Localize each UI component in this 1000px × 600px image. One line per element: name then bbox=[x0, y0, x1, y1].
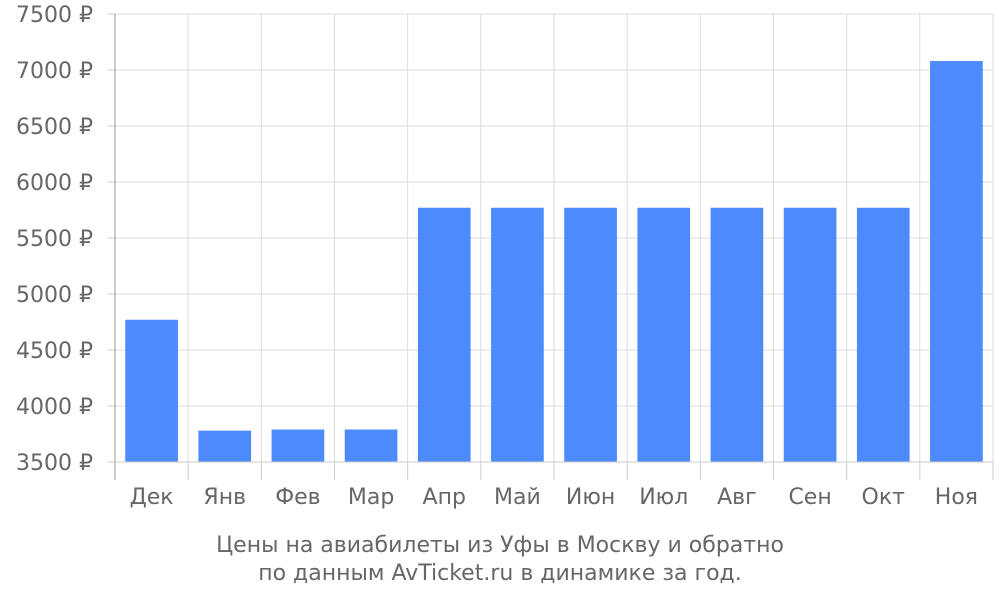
bar-4 bbox=[344, 429, 398, 462]
axes bbox=[108, 13, 994, 480]
x-tick-label: Июл bbox=[639, 485, 688, 510]
x-tick-label: Авг bbox=[717, 485, 757, 510]
y-tick-label: 4500 ₽ bbox=[16, 339, 93, 364]
bar-6 bbox=[491, 207, 544, 462]
y-tick-label: 3500 ₽ bbox=[16, 451, 93, 476]
x-tick-label: Апр bbox=[423, 485, 466, 510]
bar-1 bbox=[125, 319, 178, 462]
bar-12 bbox=[930, 61, 983, 462]
bar-10 bbox=[783, 207, 837, 462]
x-tick-label: Окт bbox=[862, 485, 906, 510]
bar-2 bbox=[198, 430, 252, 462]
x-tick-label: Янв bbox=[203, 485, 246, 510]
chart-caption: Цены на авиабилеты из Уфы в Москву и обр… bbox=[0, 532, 1000, 588]
x-tick-label: Мар bbox=[348, 485, 394, 510]
x-tick-label: Фев bbox=[275, 485, 320, 510]
bar-11 bbox=[856, 207, 910, 462]
bar-9 bbox=[710, 207, 764, 462]
y-tick-label: 5000 ₽ bbox=[16, 283, 93, 308]
grid-lines bbox=[114, 13, 994, 463]
bar-7 bbox=[564, 207, 617, 462]
y-tick-label: 4000 ₽ bbox=[16, 395, 93, 420]
y-tick-label: 5500 ₽ bbox=[16, 227, 93, 252]
bar-5 bbox=[417, 207, 471, 462]
y-tick-label: 6000 ₽ bbox=[16, 171, 93, 196]
bars bbox=[125, 61, 983, 462]
y-tick-label: 7000 ₽ bbox=[16, 59, 93, 84]
x-tick-label: Ноя bbox=[935, 485, 978, 510]
y-tick-label: 7500 ₽ bbox=[16, 3, 93, 28]
y-tick-label: 6500 ₽ bbox=[16, 115, 93, 140]
caption-line-2: по данным AvTicket.ru в динамике за год. bbox=[258, 561, 742, 586]
caption-line-1: Цены на авиабилеты из Уфы в Москву и обр… bbox=[216, 533, 784, 558]
x-axis-labels: Дек Янв Фев Мар Апр Май Июн Июл Авг Сен Окт Ноя bbox=[130, 485, 978, 510]
bar-3 bbox=[271, 429, 325, 462]
x-tick-label: Дек bbox=[130, 485, 174, 510]
x-tick-label: Июн bbox=[566, 485, 615, 510]
y-axis-labels: 3500 ₽ 4000 ₽ 4500 ₽ 5000 ₽ 5500 ₽ 6000 ₽ 6500… bbox=[16, 3, 93, 476]
x-tick-label: Май bbox=[494, 485, 541, 510]
x-tick-label: Сен bbox=[788, 485, 831, 510]
bar-8 bbox=[637, 207, 691, 462]
